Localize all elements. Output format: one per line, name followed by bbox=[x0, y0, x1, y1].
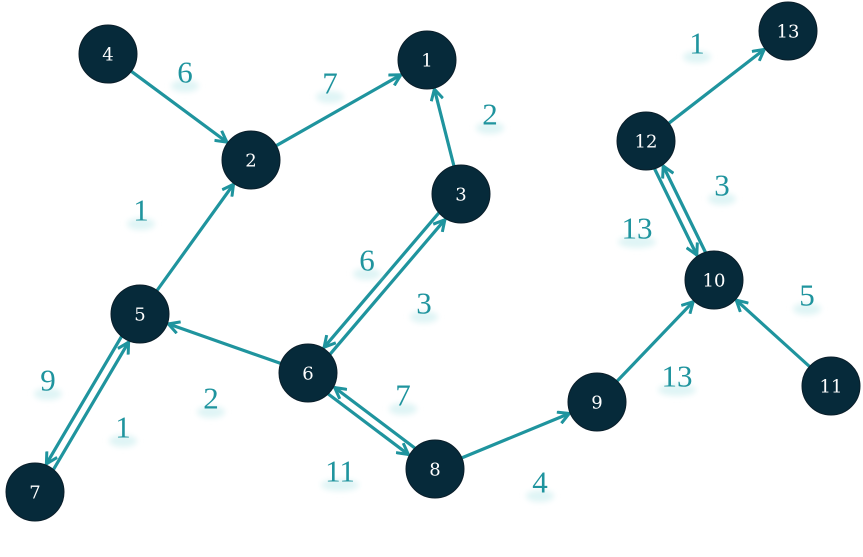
edge-weight-glow bbox=[683, 51, 711, 63]
edge-weight-12-to-13: 1 bbox=[689, 26, 705, 61]
node-8: 8 bbox=[405, 439, 465, 499]
node-circle bbox=[758, 1, 818, 61]
node-3: 3 bbox=[431, 164, 491, 224]
edge-weight-glow bbox=[197, 406, 225, 418]
node-13: 13 bbox=[758, 1, 818, 61]
node-5: 5 bbox=[110, 284, 170, 344]
node-label: 4 bbox=[102, 45, 113, 66]
edge-weight-2-to-1: 7 bbox=[322, 66, 338, 101]
node-label: 10 bbox=[703, 271, 726, 292]
edge-2-to-1 bbox=[274, 73, 401, 148]
node-label: 7 bbox=[29, 483, 40, 504]
edge-6-to-5 bbox=[168, 324, 283, 365]
node-7: 7 bbox=[5, 462, 65, 522]
node-circle bbox=[684, 250, 744, 310]
edge-weight-3-to-1: 2 bbox=[482, 97, 498, 132]
edge-weight-glow bbox=[34, 388, 62, 400]
node-circle bbox=[5, 462, 65, 522]
edge-weight-glow bbox=[353, 268, 381, 280]
edge-11-to-10 bbox=[736, 300, 812, 369]
edge-weight-glow bbox=[410, 311, 438, 323]
node-9: 9 bbox=[567, 372, 627, 432]
edge-weight-10-to-12: 3 bbox=[714, 168, 730, 203]
edge-weight-6-to-3: 3 bbox=[416, 286, 432, 321]
edge-weight-11-to-10: 5 bbox=[799, 278, 815, 313]
node-circle bbox=[278, 343, 338, 403]
edge-weight-4-to-2: 6 bbox=[177, 55, 193, 90]
node-circle bbox=[221, 130, 281, 190]
node-circle bbox=[110, 284, 170, 344]
edge-12-to-10 bbox=[653, 167, 697, 255]
edge-3-to-6 bbox=[324, 211, 441, 347]
edge-weight-glow bbox=[793, 303, 821, 315]
edge-8-to-6 bbox=[335, 388, 417, 450]
node-2: 2 bbox=[221, 130, 281, 190]
edge-8-to-9 bbox=[460, 414, 570, 460]
node-label: 9 bbox=[591, 393, 602, 414]
node-circle bbox=[616, 111, 676, 171]
edge-weight-glow bbox=[476, 122, 504, 134]
edge-4-to-2 bbox=[129, 69, 227, 142]
edge-weight-9-to-10: 13 bbox=[662, 359, 693, 394]
node-label: 11 bbox=[820, 377, 843, 398]
node-12: 12 bbox=[616, 111, 676, 171]
edge-7-to-5 bbox=[51, 342, 131, 471]
edge-weight-8-to-9: 4 bbox=[532, 465, 548, 500]
edge-6-to-3 bbox=[328, 220, 445, 356]
node-label: 8 bbox=[429, 460, 440, 481]
node-circle bbox=[801, 356, 861, 416]
node-6: 6 bbox=[278, 343, 338, 403]
edge-weight-glow bbox=[389, 403, 417, 415]
node-circle bbox=[567, 372, 627, 432]
edge-weight-5-to-2: 1 bbox=[133, 193, 149, 228]
edge-5-to-2 bbox=[155, 184, 234, 293]
node-label: 12 bbox=[635, 132, 658, 153]
edge-weight-glow bbox=[316, 91, 344, 103]
edge-weight-glow bbox=[109, 435, 137, 447]
node-label: 13 bbox=[777, 22, 800, 43]
edge-3-to-1 bbox=[434, 89, 456, 168]
node-label: 3 bbox=[455, 185, 466, 206]
edges-layer bbox=[44, 49, 812, 471]
edge-weight-glow bbox=[526, 490, 554, 502]
node-label: 2 bbox=[245, 151, 256, 172]
edge-weight-glow bbox=[658, 384, 696, 396]
edge-5-to-7 bbox=[44, 335, 124, 464]
node-4: 4 bbox=[78, 24, 138, 84]
node-10: 10 bbox=[684, 250, 744, 310]
edge-weight-glow bbox=[321, 479, 359, 491]
edge-9-to-10 bbox=[615, 302, 693, 383]
node-circle bbox=[397, 30, 457, 90]
edge-weight-glow bbox=[618, 236, 656, 248]
edge-weight-6-to-8: 11 bbox=[325, 454, 355, 489]
edge-weight-glow bbox=[708, 193, 736, 205]
edge-weight-glow bbox=[127, 218, 155, 230]
edge-10-to-12 bbox=[663, 166, 707, 254]
edge-weight-5-to-7: 9 bbox=[40, 363, 56, 398]
edge-weight-8-to-6: 7 bbox=[395, 378, 411, 413]
node-circle bbox=[405, 439, 465, 499]
edge-6-to-8 bbox=[326, 392, 408, 454]
node-circle bbox=[78, 24, 138, 84]
node-1: 1 bbox=[397, 30, 457, 90]
edge-weight-3-to-6: 6 bbox=[359, 243, 375, 278]
node-circle bbox=[431, 164, 491, 224]
edge-weight-glow bbox=[171, 80, 199, 92]
node-label: 6 bbox=[302, 364, 313, 385]
edge-weight-12-to-10: 13 bbox=[622, 211, 653, 246]
node-11: 11 bbox=[801, 356, 861, 416]
node-label: 5 bbox=[134, 305, 145, 326]
edge-12-to-13 bbox=[667, 49, 764, 125]
node-label: 1 bbox=[421, 51, 432, 72]
edge-weight-7-to-5: 1 bbox=[115, 410, 131, 445]
edge-weight-6-to-5: 2 bbox=[203, 381, 219, 416]
